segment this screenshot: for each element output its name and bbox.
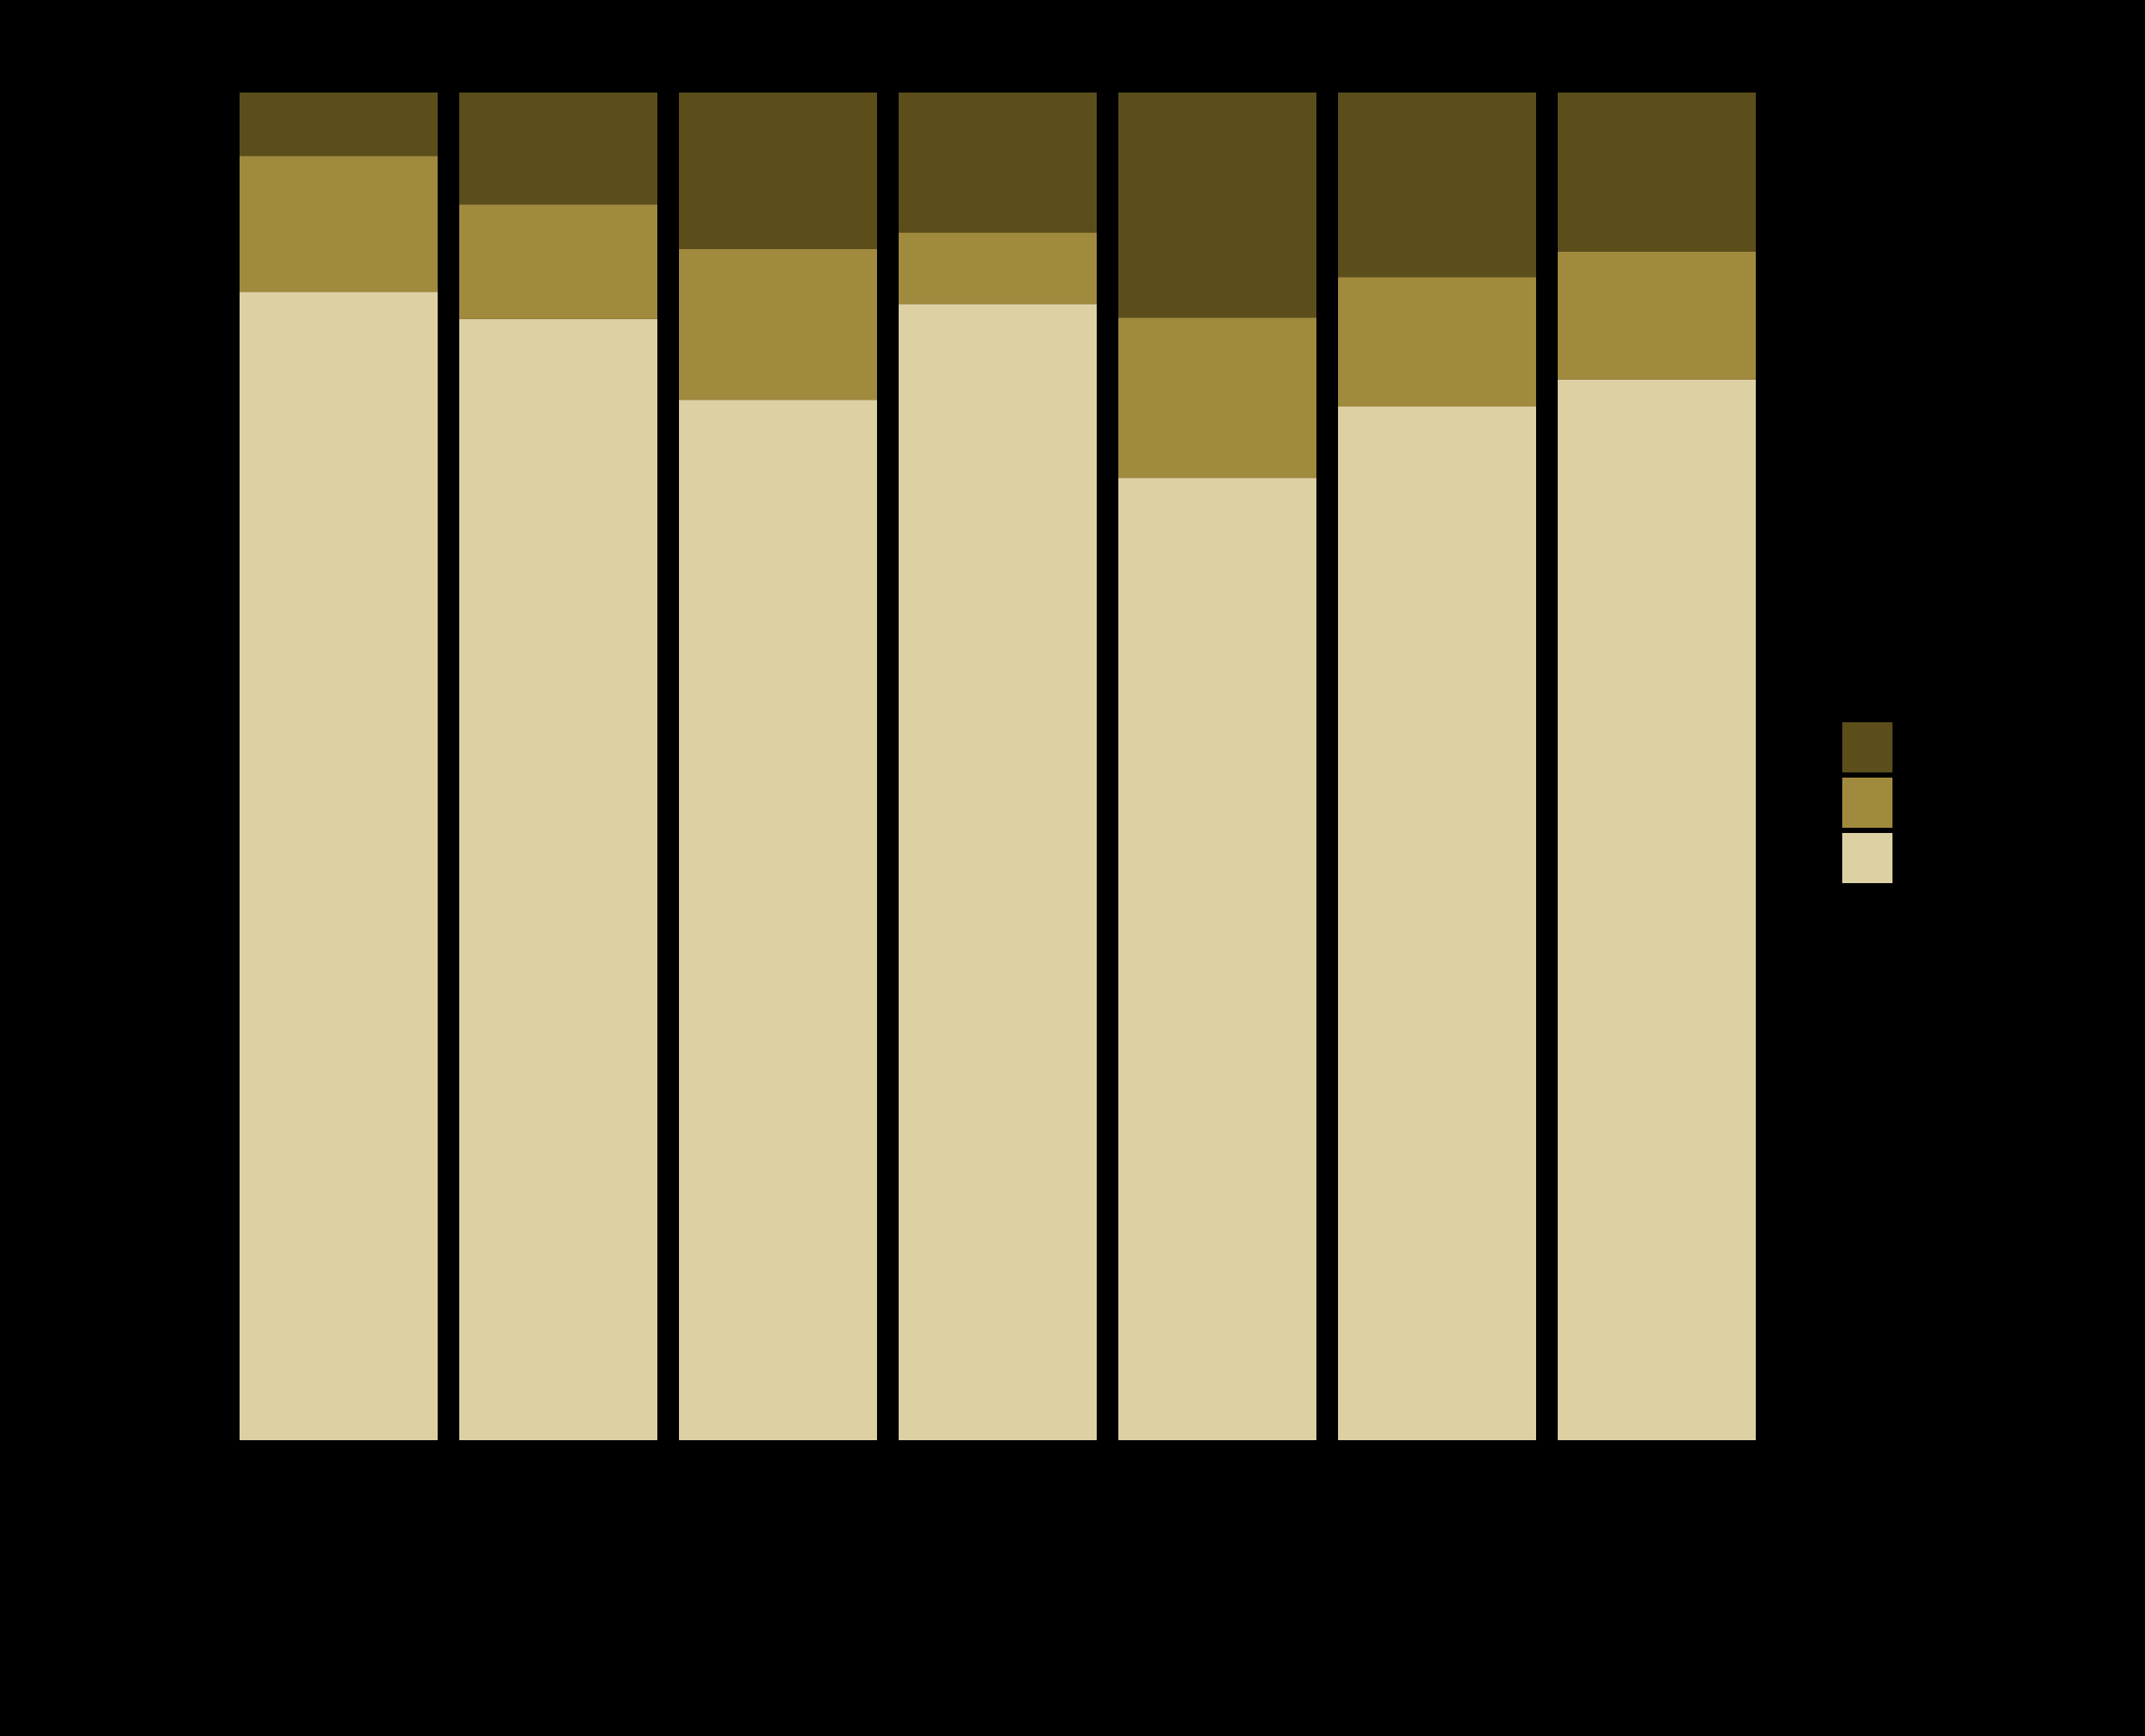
bar-segment-5-series-2	[1118, 317, 1316, 478]
bar-segment-4-series-1	[899, 304, 1097, 1441]
bar-segment-2-series-1	[459, 318, 657, 1440]
bar-segment-1-series-2	[240, 156, 438, 292]
bar-segment-3-series-1	[679, 400, 877, 1440]
bar-segment-6-series-1	[1338, 407, 1536, 1440]
bar-segment-3-series-2	[679, 248, 877, 400]
legend	[1842, 722, 1892, 883]
bar-segment-3-series-3	[679, 93, 877, 249]
bar-segment-6-series-3	[1338, 93, 1536, 278]
legend-key-2	[1842, 778, 1892, 828]
bar-segment-5-series-3	[1118, 93, 1316, 318]
bar-segment-5-series-1	[1118, 477, 1316, 1440]
bar-segment-1-series-3	[240, 93, 438, 157]
bar-segment-6-series-2	[1338, 277, 1536, 407]
bar-segment-4-series-3	[899, 93, 1097, 234]
legend-key-3	[1842, 833, 1892, 883]
bar-segment-2-series-3	[459, 93, 657, 205]
bars-layer	[240, 93, 1756, 1441]
bar-segment-1-series-1	[240, 291, 438, 1441]
bar-segment-7-series-2	[1558, 251, 1756, 380]
bar-segment-4-series-2	[899, 233, 1097, 304]
bar-segment-7-series-1	[1558, 379, 1756, 1440]
bar-segment-2-series-2	[459, 204, 657, 319]
bar-segment-7-series-3	[1558, 93, 1756, 252]
legend-key-1	[1842, 722, 1892, 772]
